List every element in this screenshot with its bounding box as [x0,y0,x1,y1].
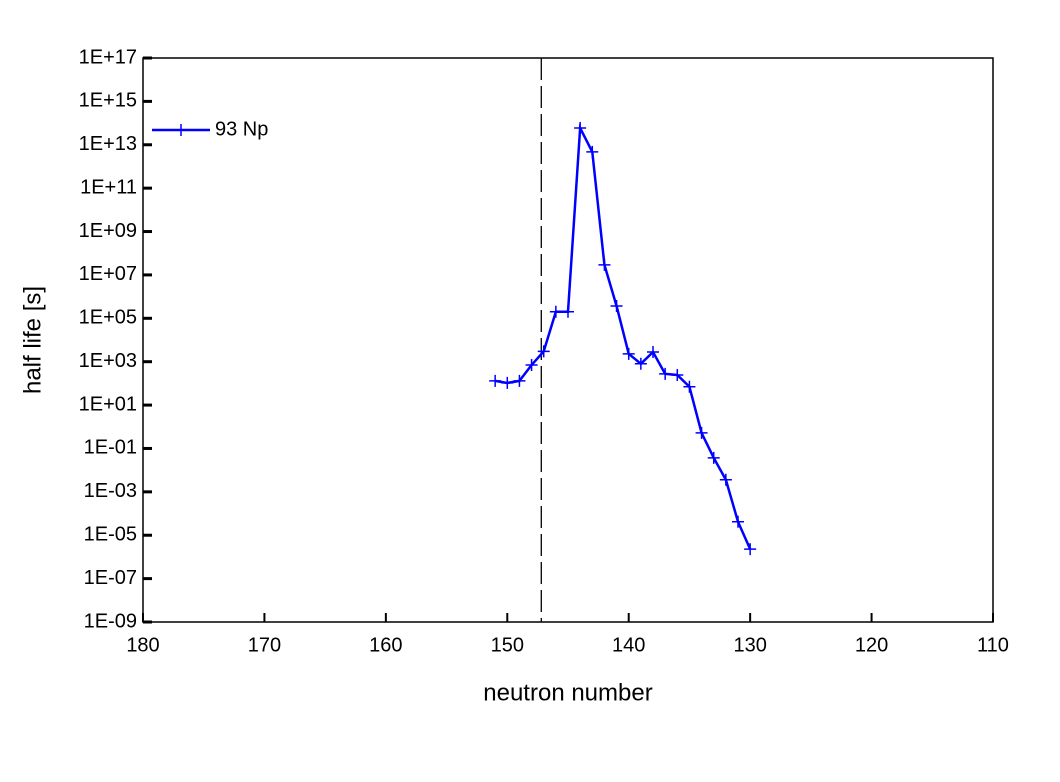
x-tick-label: 170 [248,634,281,656]
y-tick-label: 1E+07 [79,263,137,285]
y-tick-label: 1E-09 [84,610,137,632]
point-marker [622,347,635,360]
point-marker [683,380,696,393]
legend-marker [175,124,187,136]
x-axis-label: neutron number [483,679,652,706]
point-marker [586,145,599,158]
y-tick-label: 1E+17 [79,46,137,68]
point-marker [598,258,611,271]
point-marker [671,368,684,381]
y-tick-label: 1E-05 [84,524,137,546]
x-tick-label: 120 [855,634,888,656]
y-tick-label: 1E-01 [84,437,137,459]
point-marker [695,426,708,439]
y-tick-label: 1E+03 [79,350,137,372]
y-axis-label: half life [s] [19,286,46,394]
series-line [494,123,752,550]
point-marker [513,374,526,387]
y-tick-label: 1E+09 [79,220,137,242]
x-tick-label: 150 [491,634,524,656]
point-marker [610,299,623,312]
point-marker [562,305,574,318]
y-tick-label: 1E+05 [79,307,137,329]
point-marker [489,374,502,387]
point-marker [537,345,550,358]
y-tick-label: 1E+01 [79,393,137,415]
point-marker [501,376,514,389]
x-tick-label: 130 [733,634,766,656]
x-tick-label: 180 [126,634,159,656]
y-tick-label: 1E-07 [84,567,137,589]
plot-frame [142,57,994,623]
x-tick-label: 140 [612,634,645,656]
legend-label: 93 Np [215,118,268,140]
point-marker [647,345,659,358]
point-marker [732,515,744,528]
point-marker [744,543,757,556]
y-tick-label: 1E-03 [84,480,137,502]
point-marker [525,359,538,372]
point-marker [634,357,647,370]
y-tick-label: 1E+13 [79,133,137,155]
point-marker [719,473,732,486]
point-marker [659,367,672,380]
point-marker [549,305,562,318]
point-marker [707,451,720,464]
x-tick-label: 110 [977,634,1009,656]
point-marker [574,122,587,135]
y-tick-label: 1E+11 [80,176,137,198]
y-tick-label: 1E+15 [79,90,137,112]
x-tick-label: 160 [369,634,402,656]
